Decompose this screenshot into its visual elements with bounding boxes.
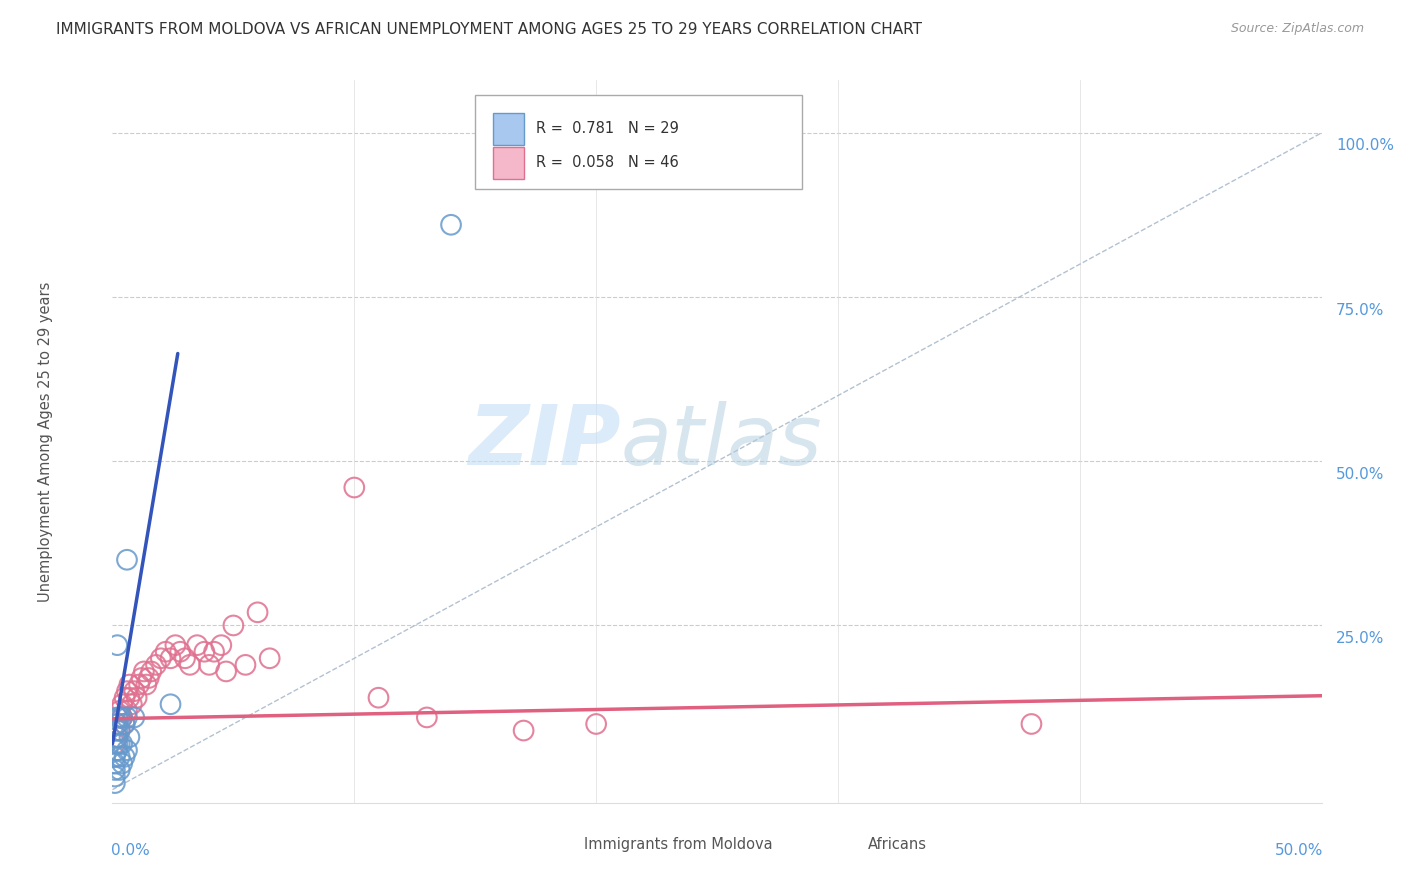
Point <box>131 671 153 685</box>
Point <box>165 638 187 652</box>
Point <box>111 698 134 712</box>
Point <box>104 737 127 751</box>
Text: Unemployment Among Ages 25 to 29 years: Unemployment Among Ages 25 to 29 years <box>38 281 53 602</box>
Point <box>104 770 127 784</box>
Text: ZIP: ZIP <box>468 401 620 482</box>
Point <box>155 645 177 659</box>
Point <box>115 743 138 757</box>
Text: Africans: Africans <box>868 838 927 852</box>
Point <box>105 710 128 724</box>
Point <box>118 730 141 744</box>
Point <box>105 717 128 731</box>
Point <box>186 638 208 652</box>
Point <box>115 704 138 718</box>
Bar <box>494 147 523 179</box>
Point <box>114 749 136 764</box>
Point <box>193 645 215 659</box>
Point <box>440 218 463 232</box>
Point <box>1021 717 1043 731</box>
Point <box>118 690 141 705</box>
Point <box>141 665 163 679</box>
Point <box>416 710 439 724</box>
Point <box>104 756 127 771</box>
Point <box>209 638 232 652</box>
Text: 100.0%: 100.0% <box>1336 138 1395 153</box>
Text: R =  0.781   N = 29: R = 0.781 N = 29 <box>536 121 679 136</box>
Text: Source: ZipAtlas.com: Source: ZipAtlas.com <box>1230 22 1364 36</box>
Point <box>105 717 128 731</box>
Point <box>135 677 157 691</box>
Point <box>128 677 150 691</box>
Text: 25.0%: 25.0% <box>1336 632 1385 646</box>
Point <box>145 657 167 672</box>
Text: Immigrants from Moldova: Immigrants from Moldova <box>583 838 773 852</box>
Point <box>114 717 136 731</box>
Point <box>179 657 201 672</box>
Point <box>104 776 127 790</box>
Text: 0.0%: 0.0% <box>111 843 150 857</box>
Point <box>118 677 141 691</box>
Point <box>222 618 245 632</box>
Point <box>115 684 138 698</box>
Text: 50.0%: 50.0% <box>1336 467 1385 482</box>
Point <box>115 710 138 724</box>
Bar <box>548 831 575 857</box>
Point <box>198 657 221 672</box>
Point <box>343 481 366 495</box>
Text: IMMIGRANTS FROM MOLDOVA VS AFRICAN UNEMPLOYMENT AMONG AGES 25 TO 29 YEARS CORREL: IMMIGRANTS FROM MOLDOVA VS AFRICAN UNEMP… <box>56 22 922 37</box>
Point <box>122 684 145 698</box>
Point <box>174 651 197 665</box>
Point <box>115 553 138 567</box>
Point <box>512 723 534 738</box>
Point <box>111 710 134 724</box>
Point <box>111 710 134 724</box>
Bar <box>832 831 859 857</box>
Point <box>159 698 181 712</box>
Point <box>121 698 143 712</box>
Point <box>111 756 134 771</box>
Text: atlas: atlas <box>620 401 823 482</box>
Point <box>159 651 181 665</box>
Point <box>108 763 131 777</box>
Point <box>105 730 128 744</box>
Point <box>114 717 136 731</box>
Point <box>105 737 128 751</box>
Point <box>108 737 131 751</box>
Point <box>367 690 389 705</box>
Point <box>105 723 128 738</box>
Text: 75.0%: 75.0% <box>1336 302 1385 318</box>
Point <box>111 737 134 751</box>
Text: 50.0%: 50.0% <box>1274 843 1323 857</box>
Point <box>132 665 155 679</box>
Point <box>259 651 281 665</box>
Point <box>169 645 191 659</box>
Point <box>108 723 131 738</box>
FancyBboxPatch shape <box>475 95 801 189</box>
Point <box>104 763 127 777</box>
Point <box>246 605 269 619</box>
Point <box>108 749 131 764</box>
Point <box>108 704 131 718</box>
Point <box>104 749 127 764</box>
Point <box>215 665 238 679</box>
Point <box>138 671 160 685</box>
Point <box>108 710 131 724</box>
Point <box>122 710 145 724</box>
Point <box>585 717 607 731</box>
Point <box>202 645 225 659</box>
Text: R =  0.058   N = 46: R = 0.058 N = 46 <box>536 155 679 170</box>
Point <box>105 743 128 757</box>
Point <box>105 638 128 652</box>
Bar <box>494 112 523 145</box>
Point <box>105 730 128 744</box>
Point <box>125 690 148 705</box>
Point <box>149 651 172 665</box>
Point <box>235 657 257 672</box>
Point <box>114 690 136 705</box>
Point <box>108 723 131 738</box>
